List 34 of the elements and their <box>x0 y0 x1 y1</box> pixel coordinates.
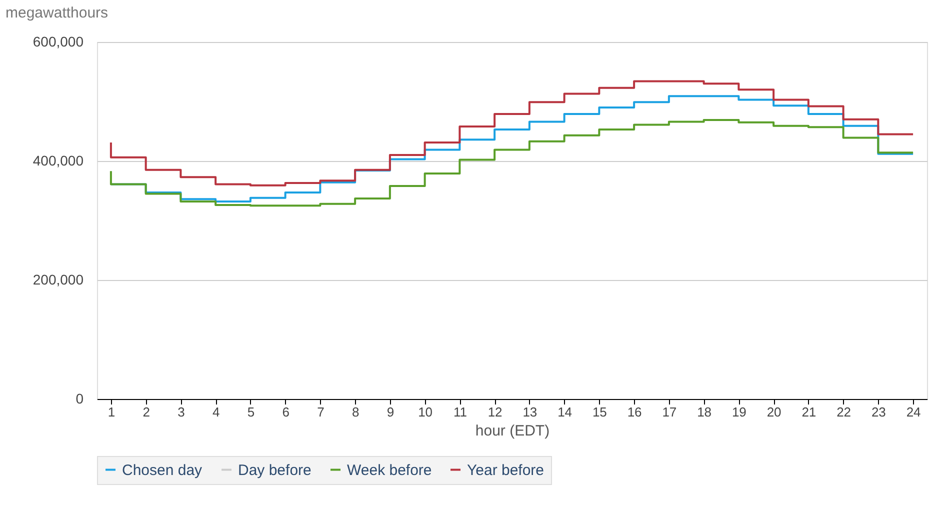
x-tick-label: 20 <box>766 404 782 420</box>
x-tick-label: 8 <box>352 404 360 420</box>
legend-label: Year before <box>467 462 544 479</box>
x-tick-label: 18 <box>697 404 712 420</box>
y-tick-label: 400,000 <box>32 152 84 168</box>
x-tick-label: 22 <box>836 404 852 420</box>
legend-label: Chosen day <box>122 462 203 479</box>
y-tick-label: 0 <box>76 390 84 406</box>
x-tick-label: 10 <box>418 404 433 420</box>
x-tick-label: 7 <box>317 404 324 420</box>
x-tick-label: 15 <box>592 404 607 420</box>
x-tick-label: 23 <box>871 404 886 420</box>
legend-label: Day before <box>238 462 312 479</box>
x-tick-label: 21 <box>802 404 816 420</box>
legend-label: Week before <box>347 462 432 479</box>
x-tick-label: 1 <box>108 404 116 420</box>
x-tick-label: 6 <box>282 404 290 420</box>
y-tick-label: 200,000 <box>32 272 84 288</box>
x-tick-label: 16 <box>627 404 642 420</box>
x-tick-label: 24 <box>906 404 921 420</box>
x-tick-label: 5 <box>247 404 255 420</box>
x-tick-label: 4 <box>212 404 220 420</box>
x-axis-title: hour (EDT) <box>475 422 550 440</box>
x-tick-label: 12 <box>488 404 502 420</box>
x-tick-label: 17 <box>662 404 677 420</box>
x-tick-label: 3 <box>178 404 185 420</box>
x-tick-label: 11 <box>453 404 467 420</box>
x-tick-label: 2 <box>142 404 150 420</box>
x-tick-label: 13 <box>522 404 538 420</box>
y-tick-label: 600,000 <box>32 34 84 50</box>
x-tick-label: 9 <box>386 404 394 420</box>
x-tick-label: 19 <box>732 404 746 420</box>
x-tick-label: 14 <box>558 404 572 420</box>
y-axis-title: megawatthours <box>6 4 108 22</box>
